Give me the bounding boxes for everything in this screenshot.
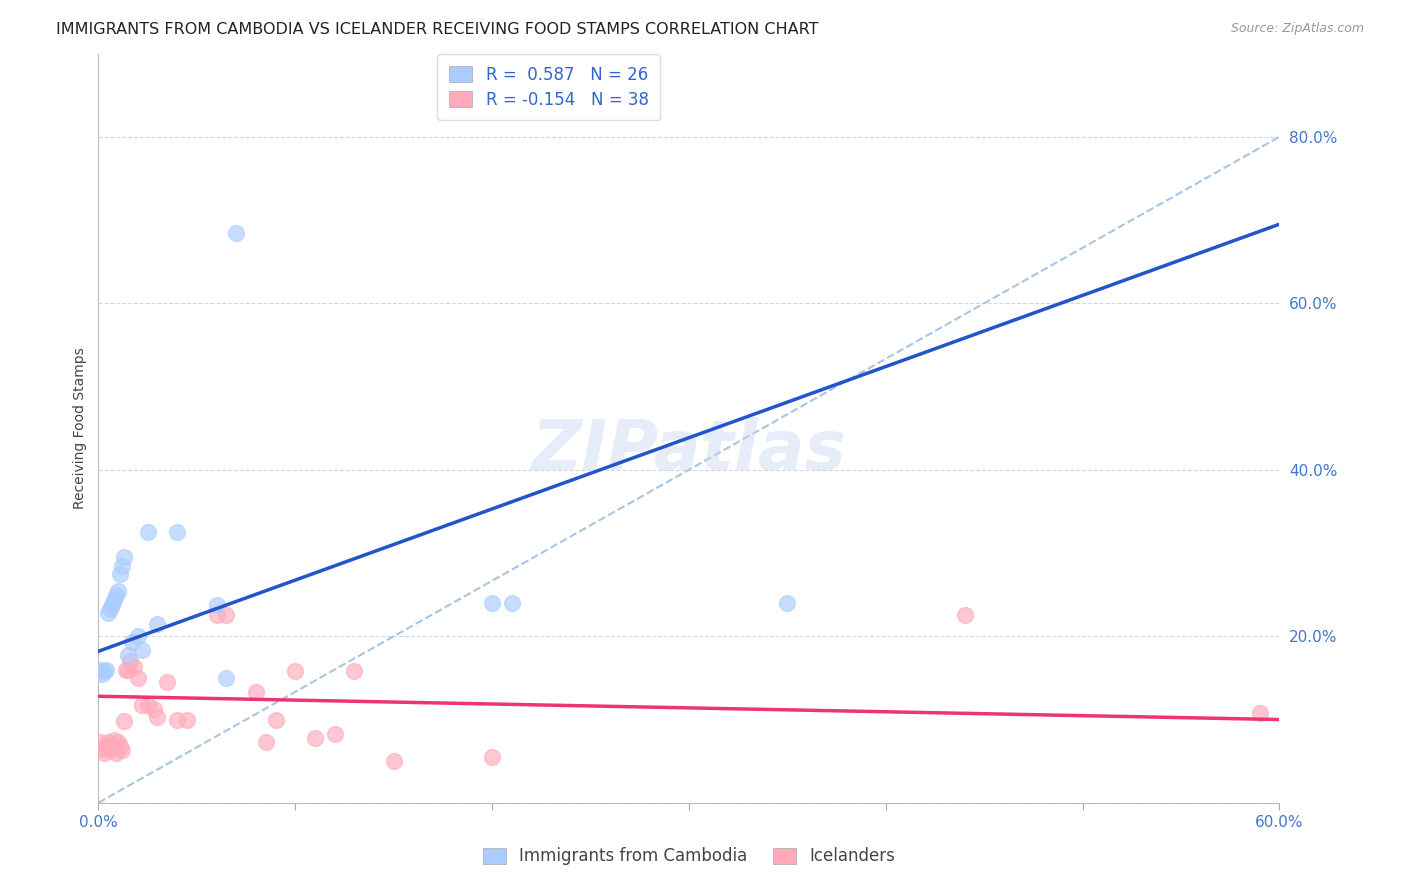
Point <box>501 596 523 610</box>
Point <box>343 665 366 679</box>
Point <box>127 671 149 685</box>
Point <box>108 739 131 754</box>
Point <box>166 525 188 540</box>
Point <box>156 675 179 690</box>
Point <box>103 593 125 607</box>
Point <box>146 616 169 631</box>
Point <box>225 226 247 240</box>
Point <box>98 743 121 757</box>
Point <box>1249 706 1271 720</box>
Point <box>101 598 124 612</box>
Point <box>953 608 976 623</box>
Point <box>166 713 188 727</box>
Point <box>481 596 503 610</box>
Point <box>136 525 159 540</box>
Point <box>105 588 128 602</box>
Point <box>112 714 135 729</box>
Point <box>108 566 131 581</box>
Point <box>96 739 118 754</box>
Point <box>323 727 346 741</box>
Point <box>101 739 124 754</box>
Point <box>131 643 153 657</box>
Legend: Immigrants from Cambodia, Icelanders: Immigrants from Cambodia, Icelanders <box>471 836 907 877</box>
Point <box>136 698 159 712</box>
Point <box>776 596 799 610</box>
Point <box>103 733 125 747</box>
Point <box>215 671 238 685</box>
Point <box>89 663 111 677</box>
Point <box>93 746 115 760</box>
Point <box>284 665 307 679</box>
Point <box>215 608 238 623</box>
Point <box>97 735 120 749</box>
Point <box>254 735 277 749</box>
Point <box>111 743 134 757</box>
Text: IMMIGRANTS FROM CAMBODIA VS ICELANDER RECEIVING FOOD STAMPS CORRELATION CHART: IMMIGRANTS FROM CAMBODIA VS ICELANDER RE… <box>56 22 818 37</box>
Point <box>176 713 198 727</box>
Point <box>97 606 120 620</box>
Point <box>107 583 129 598</box>
Point <box>121 635 143 649</box>
Point <box>117 648 139 662</box>
Point <box>91 741 114 756</box>
Point <box>107 735 129 749</box>
Point <box>481 750 503 764</box>
Point <box>131 698 153 712</box>
Text: ZIPatlas: ZIPatlas <box>531 417 846 484</box>
Text: Source: ZipAtlas.com: Source: ZipAtlas.com <box>1230 22 1364 36</box>
Point <box>118 654 141 668</box>
Point <box>205 608 228 623</box>
Point <box>245 685 267 699</box>
Point <box>112 550 135 565</box>
Y-axis label: Receiving Food Stamps: Receiving Food Stamps <box>73 347 87 509</box>
Point <box>96 663 118 677</box>
Point <box>91 666 114 681</box>
Point <box>122 660 145 674</box>
Point <box>304 731 326 745</box>
Point <box>98 602 121 616</box>
Point <box>146 710 169 724</box>
Point <box>264 713 287 727</box>
Point <box>117 663 139 677</box>
Point <box>205 598 228 612</box>
Point <box>127 629 149 643</box>
Point <box>111 558 134 573</box>
Point <box>115 663 138 677</box>
Point <box>382 754 405 768</box>
Point <box>89 735 111 749</box>
Point <box>142 702 165 716</box>
Point <box>105 746 128 760</box>
Point <box>93 665 115 679</box>
